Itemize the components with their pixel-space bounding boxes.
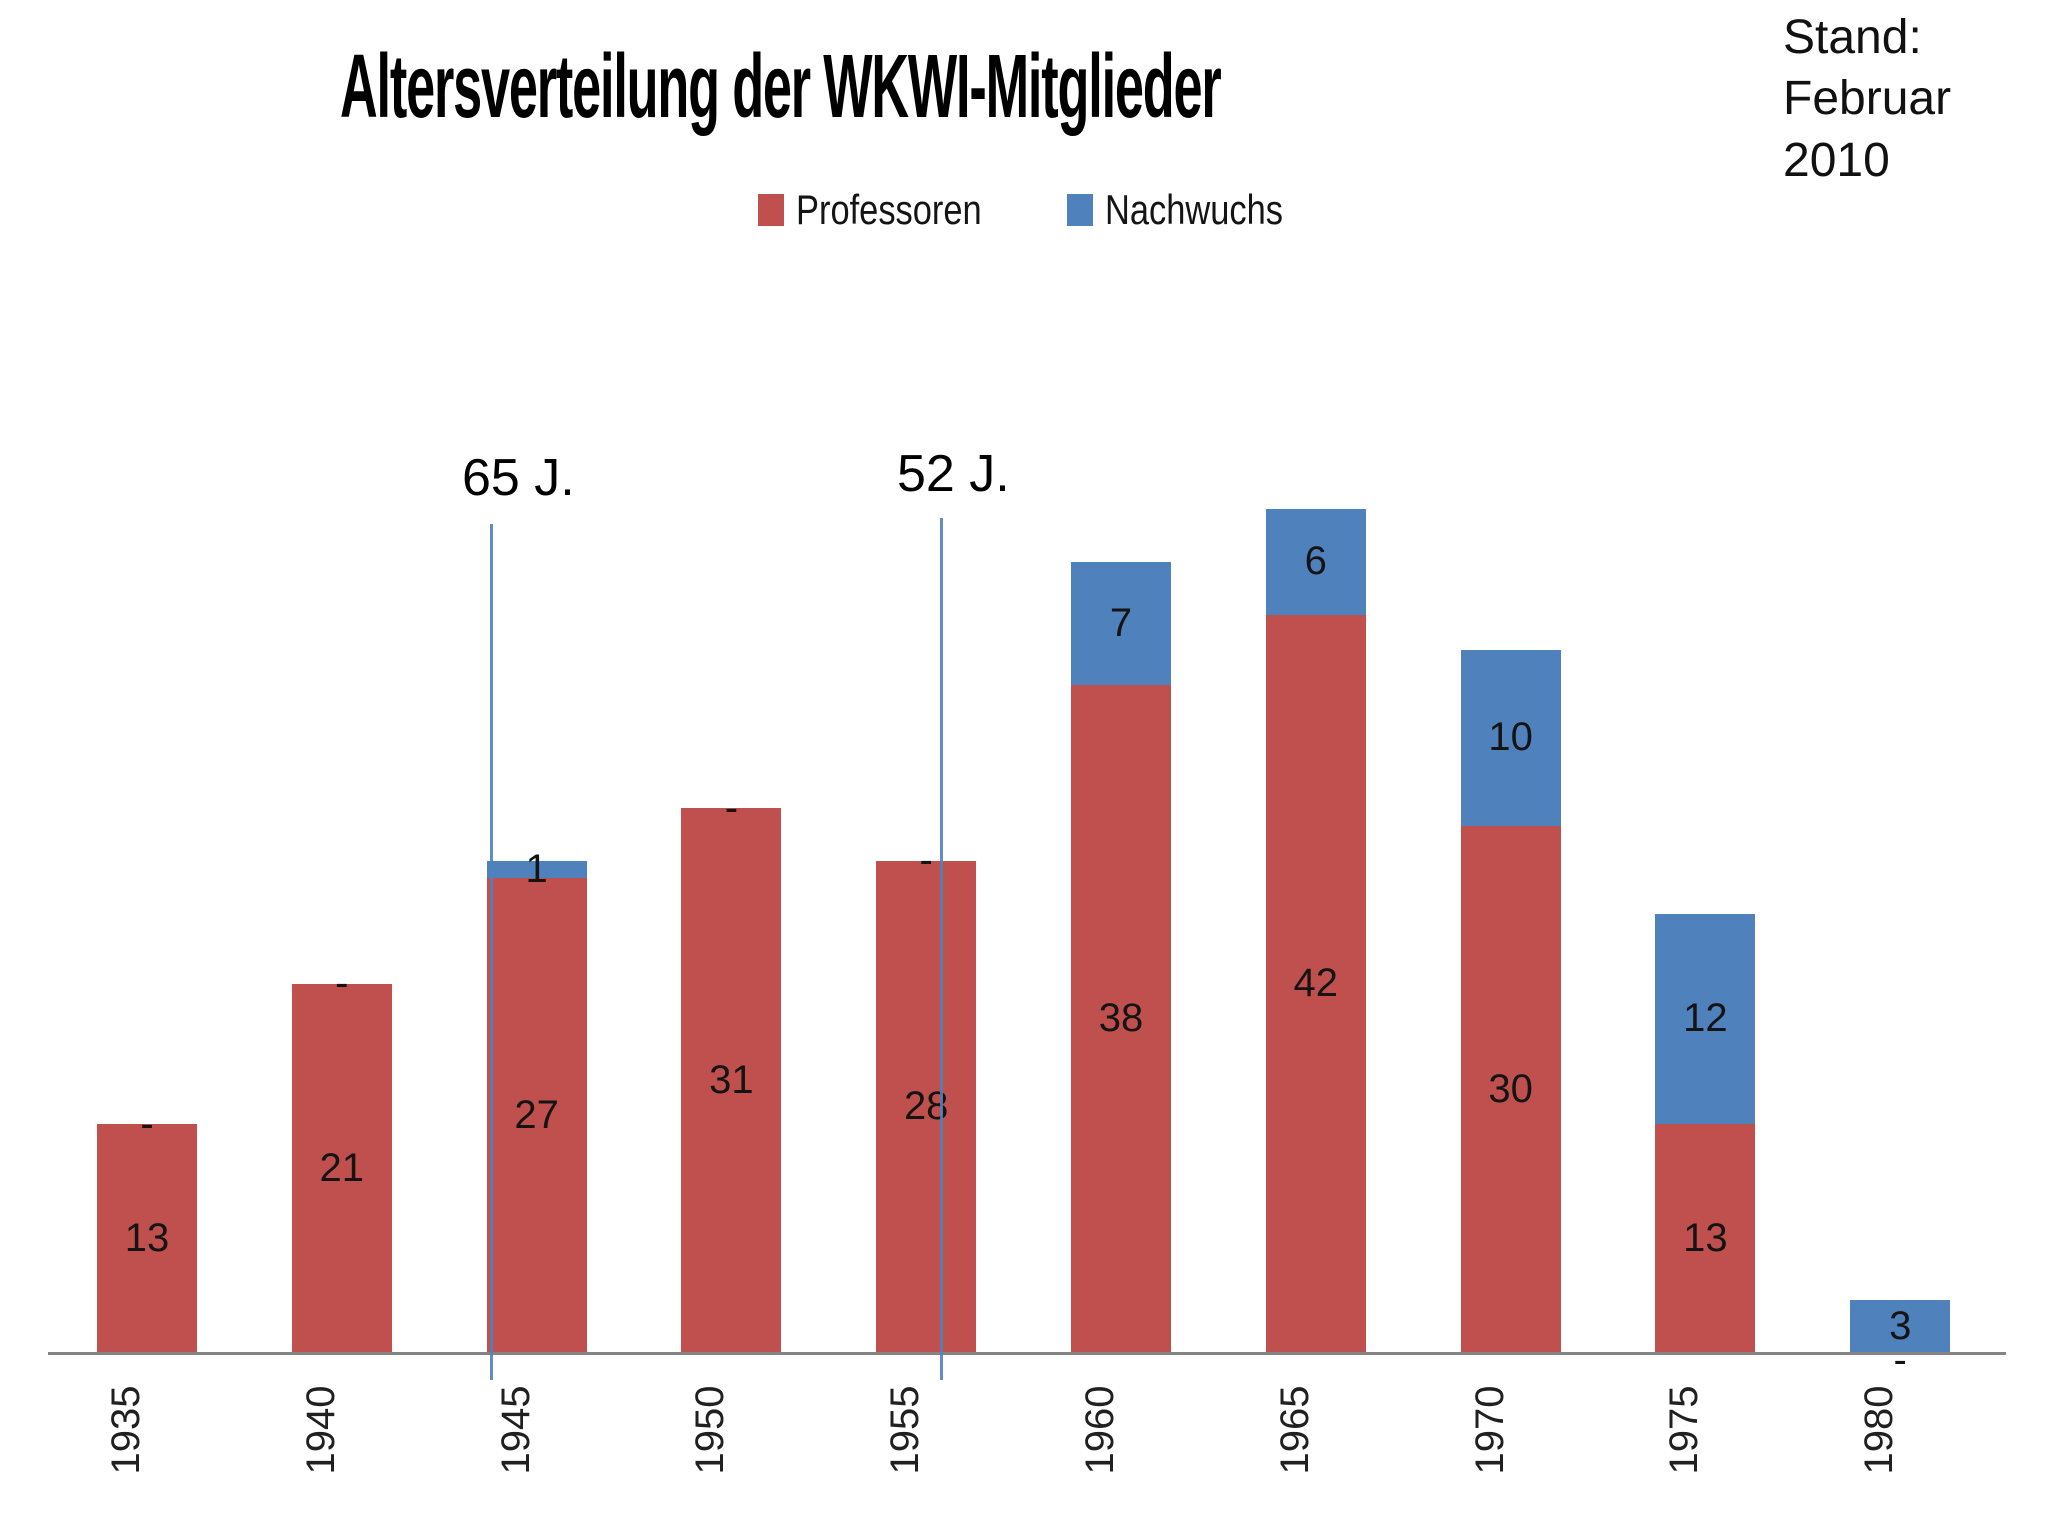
bar-segment-professoren-1970 <box>1460 825 1561 1353</box>
value-label-nachwuchs-1935: - <box>140 1101 154 1146</box>
value-label-professoren-1980: - <box>1893 1337 1907 1382</box>
age-marker-label-52: 52 J. <box>897 445 1010 503</box>
bar-segment-professoren-1935 <box>97 1124 197 1353</box>
value-label-professoren-1965: 42 <box>1293 961 1339 1006</box>
bar-segment-professoren-1965 <box>1265 614 1366 1353</box>
age-marker-line-65 <box>489 524 493 1380</box>
value-label-nachwuchs-1950: - <box>724 785 739 830</box>
bar-segment-professoren-1940 <box>291 983 392 1353</box>
bar-segment-nachwuchs-1980 <box>1850 1300 1951 1353</box>
value-label-nachwuchs-1940: - <box>335 961 349 1006</box>
value-label-professoren-1970: 30 <box>1488 1066 1533 1111</box>
value-label-nachwuchs-1970: 10 <box>1488 715 1533 760</box>
value-label-nachwuchs-1975: 12 <box>1683 996 1728 1041</box>
value-label-nachwuchs-1980: 3 <box>1889 1304 1912 1349</box>
value-label-professoren-1950: 31 <box>709 1058 754 1102</box>
legend-swatch-professoren <box>758 194 784 226</box>
bar-segment-professoren-1955 <box>876 860 977 1353</box>
age-marker-line-52 <box>939 518 943 1380</box>
legend-swatch-nachwuchs <box>1067 194 1094 226</box>
value-label-professoren-1945: 27 <box>514 1093 559 1138</box>
bar-segment-professoren-1975 <box>1655 1124 1756 1353</box>
legend-label-professoren: Professoren <box>796 186 982 233</box>
x-tick-1945: 1945 <box>493 1385 538 1475</box>
bar-segment-nachwuchs-1960 <box>1071 561 1171 685</box>
legend-item-nachwuchs: Nachwuchs <box>1067 186 1322 234</box>
x-tick-1960: 1960 <box>1077 1385 1122 1475</box>
x-tick-1950: 1950 <box>687 1385 732 1475</box>
chart-title: Altersverteilung der WKWI-Mitglieder <box>340 37 1222 137</box>
x-tick-1955: 1955 <box>882 1385 927 1475</box>
value-label-nachwuchs-1960: 7 <box>1109 600 1133 645</box>
bar-segment-professoren-1950 <box>681 808 782 1353</box>
legend-label-nachwuchs: Nachwuchs <box>1105 186 1284 233</box>
value-label-professoren-1975: 13 <box>1683 1216 1728 1261</box>
bar-segment-nachwuchs-1965 <box>1265 509 1366 615</box>
value-label-nachwuchs-1965: 6 <box>1304 539 1327 584</box>
value-label-professoren-1940: 21 <box>319 1145 365 1190</box>
stamp-note: Stand: Februar 2010 <box>1783 11 1952 187</box>
x-tick-1970: 1970 <box>1467 1385 1512 1475</box>
bar-segment-professoren-1960 <box>1071 684 1171 1353</box>
legend-item-professoren: Professoren <box>758 186 1022 234</box>
value-label-nachwuchs-1955: - <box>919 838 933 883</box>
x-axis-line <box>48 1352 2006 1355</box>
bar-segment-professoren-1945 <box>486 878 587 1353</box>
x-tick-1975: 1975 <box>1661 1385 1706 1475</box>
x-tick-1940: 1940 <box>298 1385 343 1475</box>
bar-segment-nachwuchs-1945 <box>486 860 587 879</box>
value-label-professoren-1960: 38 <box>1098 996 1144 1041</box>
x-tick-1935: 1935 <box>103 1385 148 1475</box>
value-label-professoren-1935: 13 <box>124 1216 170 1261</box>
bar-segment-nachwuchs-1975 <box>1655 913 1756 1125</box>
bar-segment-nachwuchs-1970 <box>1460 649 1561 826</box>
value-label-professoren-1955: 28 <box>903 1084 949 1129</box>
value-label-nachwuchs-1945: 1 <box>525 847 548 892</box>
age-marker-label-65: 65 J. <box>462 449 575 507</box>
x-tick-1965: 1965 <box>1272 1385 1317 1475</box>
legend: Professoren Nachwuchs <box>758 186 1323 234</box>
